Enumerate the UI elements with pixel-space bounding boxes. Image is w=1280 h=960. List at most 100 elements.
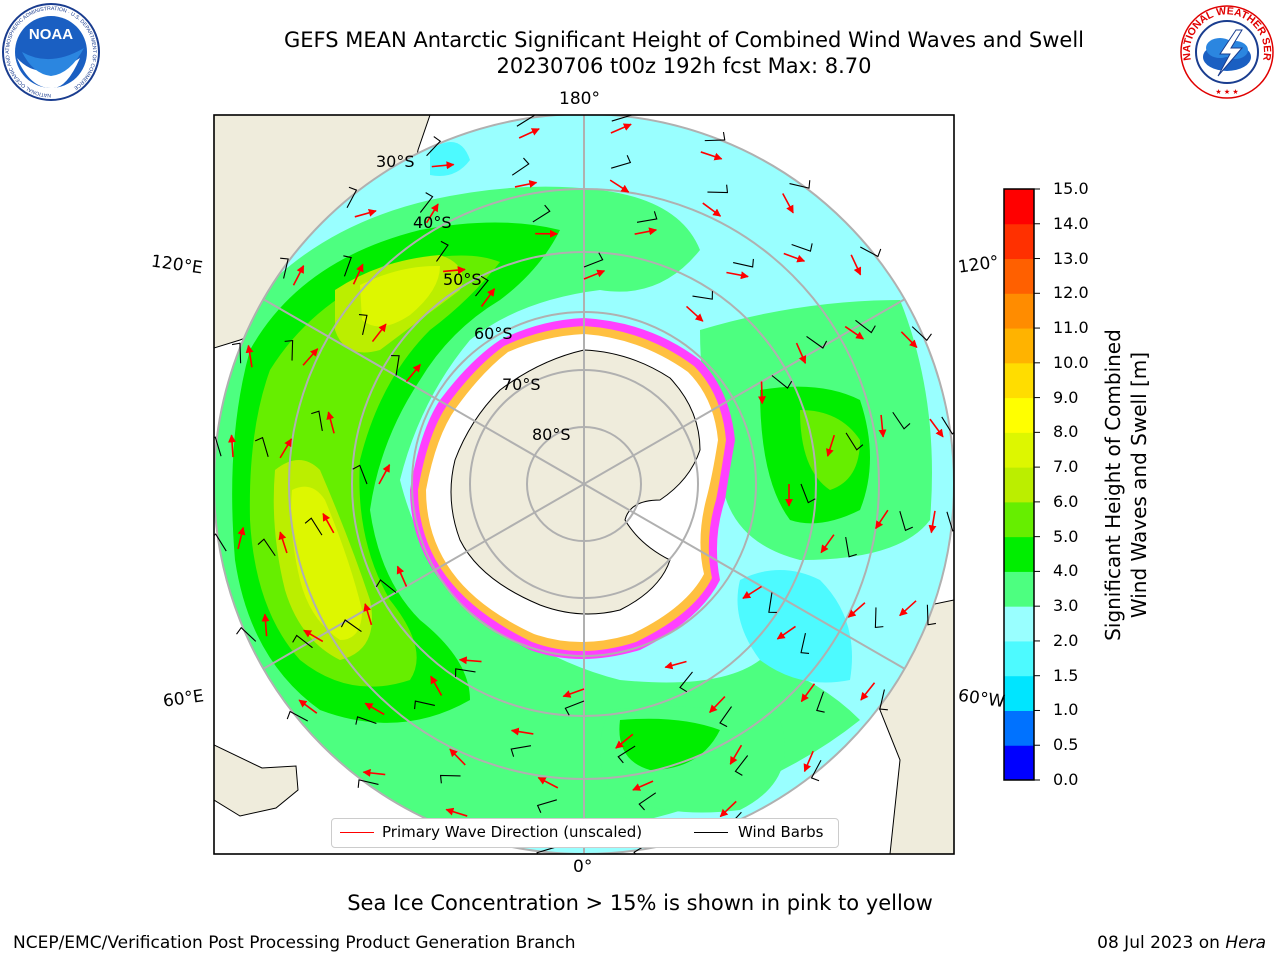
wind-barb — [617, 745, 636, 764]
wind-barb — [439, 774, 461, 784]
colorbar-tick-label: 6.0 — [1053, 491, 1079, 511]
wave-direction-arrow — [847, 602, 866, 618]
wave-direction-arrow — [820, 534, 835, 554]
wind-barb — [536, 799, 557, 814]
wave-direction-arrow — [279, 438, 293, 459]
wind-barb — [679, 671, 693, 693]
lat-label-80s: 80°S — [532, 425, 571, 444]
wind-barb — [800, 633, 810, 654]
colorbar-segment — [1004, 189, 1034, 225]
colorbar-tick-label: 4.0 — [1053, 561, 1079, 581]
wind-barb — [911, 326, 932, 342]
wave-direction-arrow — [430, 675, 443, 696]
wind-barb — [436, 240, 449, 262]
svg-text:NOAA: NOAA — [29, 26, 73, 43]
wind-barb — [280, 257, 289, 279]
noaa-logo: NOAA NATIONAL OCEANIC AND ATMOSPHERIC AD… — [2, 3, 100, 101]
wind-barb — [510, 745, 532, 757]
wind-barb — [860, 246, 882, 258]
colorbar-tick-label: 7.0 — [1053, 457, 1079, 477]
wind-barb — [292, 634, 313, 649]
wave-direction-arrow — [757, 381, 766, 405]
wave-direction-arrow — [352, 263, 364, 285]
wind-barb — [454, 668, 476, 677]
wind-barb — [214, 533, 227, 552]
wave-direction-arrow — [632, 780, 654, 791]
wave-direction-arrow — [326, 411, 335, 434]
wave-direction-arrow — [396, 565, 408, 587]
wave-direction-arrow — [261, 613, 270, 637]
colorbar-tick-label: 15.0 — [1053, 179, 1089, 198]
colorbar-label: Significant Height of Combined Wind Wave… — [1100, 275, 1160, 695]
wind-barb — [845, 536, 857, 558]
wind-barb — [707, 184, 729, 194]
wave-direction-arrow — [537, 776, 559, 789]
wave-direction-arrow — [844, 325, 865, 340]
wave-direction-arrow — [610, 123, 632, 134]
wind-barb — [791, 243, 813, 252]
credit-date: 08 Jul 2023 on Hera — [1097, 933, 1266, 953]
wave-direction-arrow — [362, 768, 386, 777]
wind-barb — [532, 204, 551, 223]
wave-direction-arrow — [615, 733, 634, 749]
wave-direction-arrow — [405, 363, 421, 383]
wave-legend-label: Primary Wave Direction (unscaled) — [382, 823, 643, 841]
wind-barb — [704, 131, 726, 142]
wave-direction-arrow — [782, 193, 794, 214]
wind-barb — [357, 779, 379, 788]
wind-legend-swatch — [694, 832, 728, 833]
wave-direction-arrow — [425, 203, 439, 224]
wave-direction-arrow — [875, 509, 889, 530]
wave-direction-arrow — [709, 695, 726, 714]
colorbar-segment — [1004, 745, 1034, 781]
wind-barb — [899, 511, 914, 532]
wave-direction-arrow — [609, 179, 630, 193]
colorbar-segment — [1004, 432, 1034, 468]
wave-direction-arrow — [783, 252, 806, 263]
colorbar-segment — [1004, 362, 1034, 399]
wave-direction-arrow — [245, 344, 254, 368]
colorbar-tick-label: 1.0 — [1053, 700, 1079, 720]
lat-label-30s: 30°S — [376, 152, 415, 171]
colorbar-tick-label: 9.0 — [1053, 387, 1079, 407]
colorbar-segment — [1004, 258, 1034, 294]
wind-barb — [284, 339, 294, 361]
wind-barb — [254, 436, 269, 457]
wave-direction-arrow — [899, 600, 917, 617]
wave-direction-arrow — [850, 254, 862, 276]
wave-direction-arrow — [800, 683, 816, 703]
colorbar-segment — [1004, 606, 1034, 642]
wind-barb — [611, 154, 632, 169]
wind-barb — [941, 416, 954, 435]
lon-label-180: 180° — [559, 89, 600, 109]
colorbar-tick-label: 1.5 — [1053, 665, 1079, 685]
colorbar-segment — [1004, 501, 1034, 538]
wind-barb — [734, 755, 749, 776]
wave-direction-arrow — [378, 463, 391, 485]
wave-direction-arrow — [664, 660, 687, 670]
wave-direction-arrow — [480, 288, 496, 307]
colorbar-tick-label: 13.0 — [1053, 248, 1089, 268]
wave-direction-arrow — [322, 512, 335, 534]
wave-direction-arrow — [928, 510, 937, 534]
wind-barb — [343, 255, 352, 277]
wind-barb — [214, 436, 222, 457]
wave-direction-arrow — [900, 331, 918, 349]
wind-barb — [346, 186, 358, 208]
colorbar-tick-label: 11.0 — [1053, 318, 1089, 338]
colorbar-tick-label: 14.0 — [1053, 213, 1089, 233]
colorbar-tick-label: 2.0 — [1053, 630, 1079, 650]
wave-direction-arrow — [803, 750, 814, 773]
land-antarctica — [450, 349, 701, 615]
wave-direction-arrow — [518, 128, 540, 139]
wind-barb — [806, 336, 828, 349]
wind-barb — [816, 691, 825, 713]
wave-direction-arrow — [634, 227, 658, 236]
lat-label-60s: 60°S — [474, 324, 513, 343]
wave-direction-arrow — [562, 688, 585, 698]
colorbar-tick-label: 0.0 — [1053, 770, 1079, 789]
wind-barb — [355, 716, 377, 725]
wave-direction-arrow — [445, 807, 468, 817]
wave-direction-arrow — [700, 151, 723, 161]
wind-barb — [692, 291, 714, 300]
